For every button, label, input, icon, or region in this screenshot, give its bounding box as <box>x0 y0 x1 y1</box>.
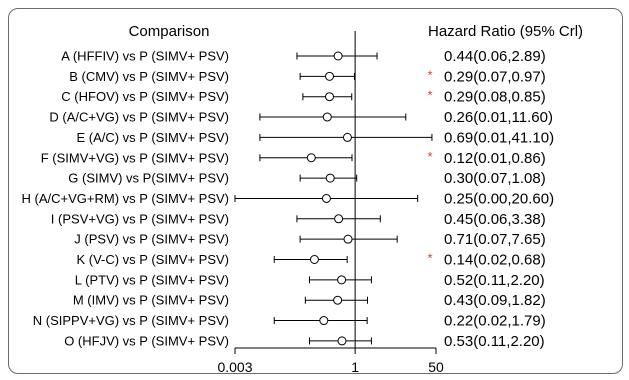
point-estimate <box>333 51 343 61</box>
significance-asterisk: * <box>427 67 432 82</box>
comparison-label: D (A/C+VG) vs P (SIMV+ PSV) <box>49 110 229 125</box>
forest-plot: Comparison Hazard Ratio (95% Crl) A (HFF… <box>22 23 584 373</box>
comparison-label: A (HFFIV) vs P (SIMV+ PSV) <box>61 49 229 64</box>
forest-row: E (A/C) vs P (SIMV+ PSV) 0.69(0.01,41.10) <box>76 129 554 146</box>
forest-row: D (A/C+VG) vs P (SIMV+ PSV) 0.26(0.01,11.… <box>49 109 553 126</box>
x-tick-label: 0.003 <box>217 359 252 373</box>
point-estimate <box>322 112 332 122</box>
hazard-ratio-value: 0.12(0.01,0.86) <box>444 150 546 167</box>
point-estimate <box>321 193 331 203</box>
comparison-label: C (HFOV) vs P (SIMV+ PSV) <box>61 89 229 104</box>
point-estimate <box>334 214 344 224</box>
comparison-label: M (IMV) vs P (SIMV+ PSV) <box>73 293 229 308</box>
comparison-label: B (CMV) vs P (SIMV+ PSV) <box>69 69 229 84</box>
point-estimate <box>343 234 353 244</box>
comparison-header: Comparison <box>129 23 210 40</box>
forest-row: A (HFFIV) vs P (SIMV+ PSV) 0.44(0.06,2.89… <box>61 48 545 65</box>
significance-asterisk: * <box>427 251 432 266</box>
forest-row: H (A/C+VG+RM) vs P (SIMV+ PSV) 0.25(0.00,… <box>22 190 555 207</box>
significance-asterisk: * <box>427 149 432 164</box>
comparison-label: N (SIPPV+VG) vs P (SIMV+ PSV) <box>33 313 229 328</box>
point-estimate <box>337 336 347 346</box>
forest-row: K (V-C) vs P (SIMV+ PSV) * 0.14(0.02,0.68) <box>76 251 545 269</box>
point-estimate <box>337 275 347 285</box>
hazard-ratio-value: 0.14(0.02,0.68) <box>444 252 546 269</box>
x-axis: 0.003 1 50 <box>217 31 444 373</box>
hazard-ratio-value: 0.43(0.09,1.82) <box>444 292 546 309</box>
comparison-label: L (PTV) vs P (SIMV+ PSV) <box>75 272 229 287</box>
hazard-ratio-value: 0.71(0.07,7.65) <box>444 231 546 248</box>
hazard-ratio-value: 0.44(0.06,2.89) <box>444 48 546 65</box>
hazard-ratio-value: 0.29(0.08,0.85) <box>444 89 546 106</box>
significance-asterisk: * <box>427 88 432 103</box>
point-estimate <box>325 71 335 81</box>
hazard-ratio-value: 0.45(0.06,3.38) <box>444 211 546 228</box>
hazard-ratio-value: 0.26(0.01,11.60) <box>444 109 553 126</box>
point-estimate <box>319 316 329 326</box>
x-tick-label: 1 <box>351 359 359 373</box>
point-estimate <box>306 153 316 163</box>
forest-row: B (CMV) vs P (SIMV+ PSV) * 0.29(0.07,0.97) <box>69 67 546 85</box>
hazard-ratio-value: 0.30(0.07,1.08) <box>444 170 546 187</box>
forest-row: I (PSV+VG) vs P (SIMV+ PSV) 0.45(0.06,3.3… <box>51 211 546 228</box>
comparison-label: H (A/C+VG+RM) vs P (SIMV+ PSV) <box>22 191 229 206</box>
hazard-ratio-header: Hazard Ratio (95% Crl) <box>428 23 583 40</box>
comparison-label: K (V-C) vs P (SIMV+ PSV) <box>76 252 229 267</box>
comparison-label: I (PSV+VG) vs P (SIMV+ PSV) <box>51 211 229 226</box>
comparison-label: F (SIMV+VG) vs P (SIMV+ PSV) <box>41 150 229 165</box>
point-estimate <box>309 255 319 264</box>
forest-row: M (IMV) vs P (SIMV+ PSV) 0.43(0.09,1.82) <box>73 292 546 309</box>
forest-rows: A (HFFIV) vs P (SIMV+ PSV) 0.44(0.06,2.89… <box>22 48 555 350</box>
comparison-label: G (SIMV) vs P(SIMV+ PSV) <box>68 171 229 186</box>
point-estimate <box>325 173 335 183</box>
forest-row: N (SIPPV+VG) vs P (SIMV+ PSV) 0.22(0.02,1… <box>33 313 546 330</box>
forest-row: L (PTV) vs P (SIMV+ PSV) 0.52(0.11,2.20) <box>75 272 545 289</box>
point-estimate <box>342 132 352 142</box>
hazard-ratio-value: 0.25(0.00,20.60) <box>444 190 554 207</box>
forest-row: O (HFJV) vs P (SIMV+ PSV) 0.53(0.11,2.20) <box>64 333 544 350</box>
comparison-label: O (HFJV) vs P (SIMV+ PSV) <box>64 333 229 348</box>
chart-frame: Comparison Hazard Ratio (95% Crl) A (HFF… <box>8 8 623 374</box>
forest-row: G (SIMV) vs P(SIMV+ PSV) 0.30(0.07,1.08) <box>68 170 545 187</box>
hazard-ratio-value: 0.69(0.01,41.10) <box>444 129 554 146</box>
comparison-label: E (A/C) vs P (SIMV+ PSV) <box>76 130 229 145</box>
point-estimate <box>325 92 335 102</box>
hazard-ratio-value: 0.29(0.07,0.97) <box>444 68 546 85</box>
forest-row: C (HFOV) vs P (SIMV+ PSV) * 0.29(0.08,0.85… <box>61 88 545 106</box>
forest-row: J (PSV) vs P (SIMV+ PSV) 0.71(0.07,7.65) <box>74 231 545 248</box>
point-estimate <box>333 295 343 305</box>
hazard-ratio-value: 0.53(0.11,2.20) <box>444 333 545 350</box>
hazard-ratio-value: 0.22(0.02,1.79) <box>444 313 546 330</box>
forest-row: F (SIMV+VG) vs P (SIMV+ PSV) * 0.12(0.01,0… <box>41 149 546 167</box>
x-tick-label: 50 <box>428 359 444 373</box>
hazard-ratio-value: 0.52(0.11,2.20) <box>444 272 545 289</box>
comparison-label: J (PSV) vs P (SIMV+ PSV) <box>74 232 229 247</box>
